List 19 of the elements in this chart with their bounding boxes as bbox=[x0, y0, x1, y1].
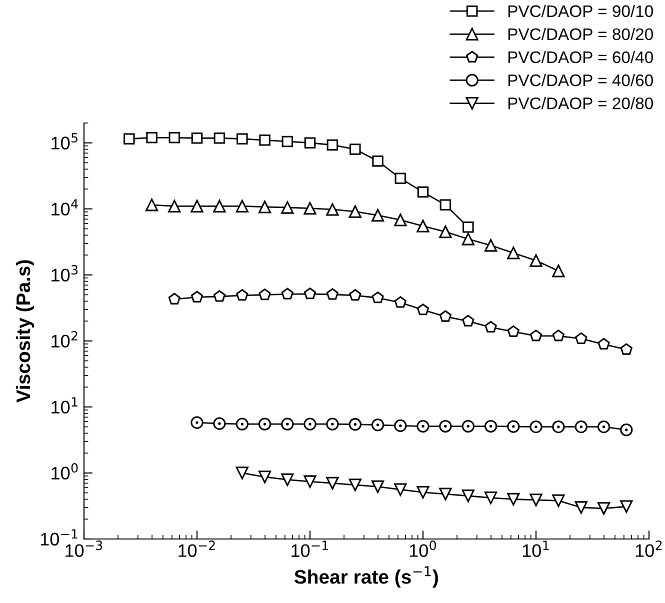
legend-label: PVC/DAOP = 60/40 bbox=[508, 50, 653, 64]
x-tick-label: 10$^{−1}$ bbox=[292, 540, 328, 557]
y-tick-label: 10$^{1}$ bbox=[52, 397, 78, 414]
x-tick-label: 10$^{2}$ bbox=[636, 540, 662, 557]
legend-label: PVC/DAOP = 90/10 bbox=[508, 4, 653, 18]
y-tick-label: 10$^{4}$ bbox=[52, 199, 78, 216]
legend-label: PVC/DAOP = 40/60 bbox=[508, 74, 653, 86]
legend-label: PVC/DAOP = 80/20 bbox=[508, 28, 653, 40]
y-tick-label: 10$^{0}$ bbox=[52, 463, 78, 480]
y-tick-label: 10$^{3}$ bbox=[52, 265, 78, 282]
x-axis-title: Shear rate (s$^{−1}$) bbox=[294, 566, 438, 588]
y-tick-label: 10$^{2}$ bbox=[52, 331, 78, 348]
y-axis-title: Viscosity (Pa.s) bbox=[16, 260, 34, 403]
x-tick-label: 10$^{1}$ bbox=[522, 540, 549, 557]
x-tick-label: 10$^{−3}$ bbox=[66, 540, 102, 557]
y-tick-label: 10$^{5}$ bbox=[52, 133, 78, 150]
legend-label: PVC/DAOP = 20/80 bbox=[508, 97, 653, 110]
x-tick-label: 10$^{0}$ bbox=[410, 540, 436, 557]
x-tick-label: 10$^{−2}$ bbox=[178, 540, 215, 557]
